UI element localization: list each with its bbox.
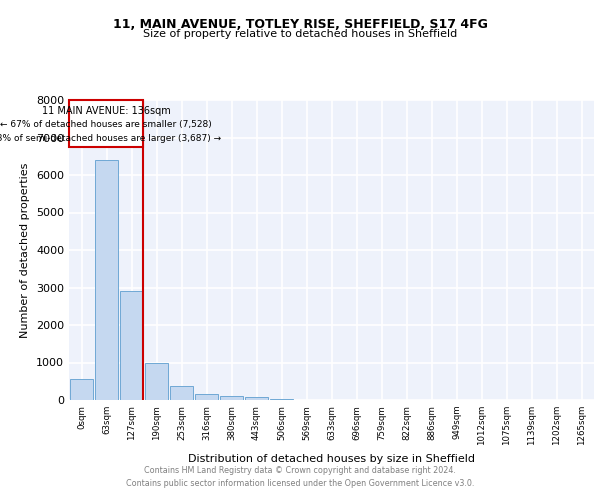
- Bar: [194, 394, 218, 400]
- Bar: [269, 399, 293, 400]
- Y-axis label: Number of detached properties: Number of detached properties: [20, 162, 31, 338]
- Bar: [220, 396, 244, 400]
- Text: 11 MAIN AVENUE: 136sqm: 11 MAIN AVENUE: 136sqm: [41, 106, 170, 116]
- Text: Contains HM Land Registry data © Crown copyright and database right 2024.
Contai: Contains HM Land Registry data © Crown c…: [126, 466, 474, 487]
- FancyBboxPatch shape: [69, 100, 143, 147]
- Text: 33% of semi-detached houses are larger (3,687) →: 33% of semi-detached houses are larger (…: [0, 134, 221, 143]
- Bar: [170, 386, 193, 400]
- X-axis label: Distribution of detached houses by size in Sheffield: Distribution of detached houses by size …: [188, 454, 475, 464]
- Text: 11, MAIN AVENUE, TOTLEY RISE, SHEFFIELD, S17 4FG: 11, MAIN AVENUE, TOTLEY RISE, SHEFFIELD,…: [113, 18, 487, 30]
- Text: ← 67% of detached houses are smaller (7,528): ← 67% of detached houses are smaller (7,…: [0, 120, 212, 129]
- Bar: [119, 291, 143, 400]
- Bar: [95, 160, 118, 400]
- Bar: [145, 362, 169, 400]
- Text: Size of property relative to detached houses in Sheffield: Size of property relative to detached ho…: [143, 29, 457, 39]
- Bar: [245, 397, 268, 400]
- Bar: [70, 380, 94, 400]
